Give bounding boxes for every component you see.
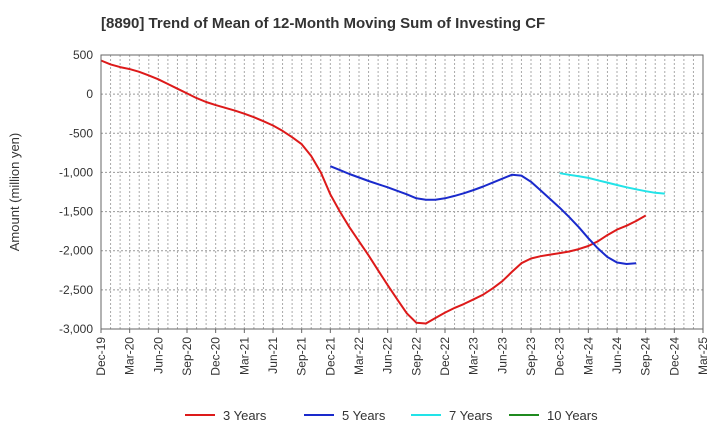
x-tick-label: Dec-22: [438, 337, 452, 376]
y-tick-label: -2,500: [59, 283, 93, 297]
plot-frame: [100, 54, 704, 330]
x-tick-label: Dec-24: [667, 337, 681, 376]
x-tick-label: Sep-21: [295, 337, 309, 376]
y-tick-label: -2,000: [59, 244, 93, 258]
x-tick-label: Mar-21: [237, 337, 251, 375]
x-tick-label: Mar-25: [696, 337, 710, 375]
x-tick-label: Jun-20: [151, 337, 165, 374]
y-axis-label: Amount (million yen): [7, 133, 22, 252]
x-tick-label: Mar-20: [123, 337, 137, 375]
x-tick-label: Jun-22: [381, 337, 395, 374]
x-tick-label: Sep-22: [409, 337, 423, 376]
legend: 3 Years 5 Years 7 Years 10 Years: [185, 408, 598, 423]
x-tick-label: Dec-21: [323, 337, 337, 376]
legend-label: 7 Years: [449, 408, 493, 423]
x-tick-label: Sep-23: [524, 337, 538, 376]
y-tick-label: -500: [69, 126, 93, 140]
x-tick-label: Dec-23: [553, 337, 567, 376]
series-layer: [100, 59, 665, 325]
series-line-7-years: [559, 172, 665, 195]
chart-title: [8890] Trend of Mean of 12-Month Moving …: [101, 15, 545, 32]
x-tick-label: Mar-23: [467, 337, 481, 375]
x-tick-labels: Dec-19 Mar-20 Jun-20 Sep-20 Dec-20 Mar-21 Jun-…: [94, 329, 710, 376]
x-tick-label: Mar-24: [581, 337, 595, 375]
legend-label: 10 Years: [547, 408, 598, 423]
y-tick-labels: 500 0 -500 -1,000 -1,500 -2,000 -2,500 -3,000: [59, 48, 93, 336]
y-tick-label: -3,000: [59, 322, 93, 336]
x-tick-label: Jun-24: [610, 337, 624, 374]
y-tick-label: -1,000: [59, 165, 93, 179]
x-tick-label: Sep-20: [180, 337, 194, 376]
series-line-3-years: [100, 59, 647, 325]
legend-label: 3 Years: [223, 408, 267, 423]
legend-label: 5 Years: [342, 408, 386, 423]
y-tick-label: 0: [86, 87, 93, 101]
x-tick-label: Jun-21: [266, 337, 280, 374]
x-tick-label: Dec-19: [94, 337, 108, 376]
x-tick-label: Mar-22: [352, 337, 366, 375]
series-line-5-years: [329, 165, 637, 265]
x-tick-label: Sep-24: [639, 337, 653, 376]
y-tick-label: -1,500: [59, 205, 93, 219]
x-tick-label: Jun-23: [495, 337, 509, 374]
x-tick-label: Dec-20: [209, 337, 223, 376]
y-tick-label: 500: [73, 48, 93, 62]
